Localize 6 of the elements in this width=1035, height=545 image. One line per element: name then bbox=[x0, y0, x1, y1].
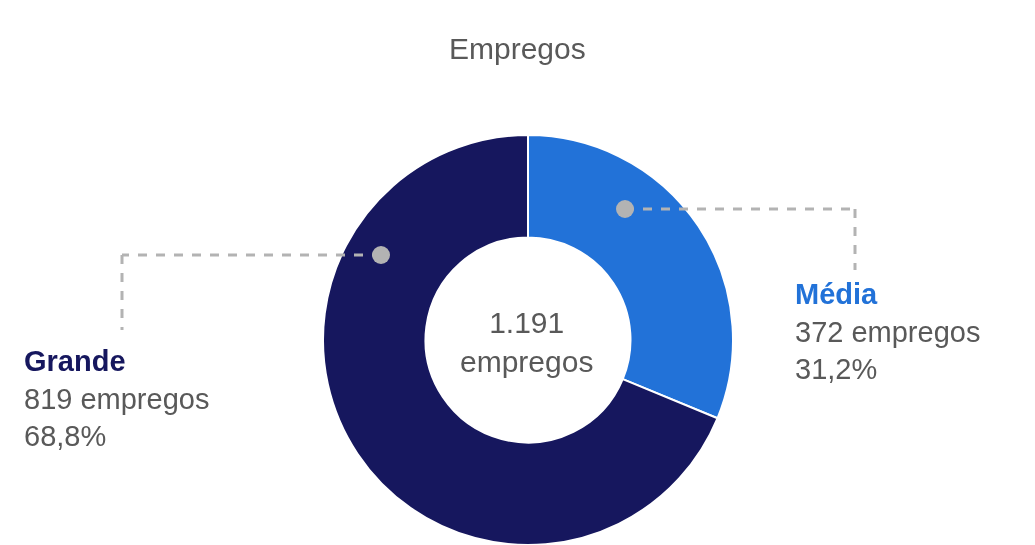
text: 1.191 empregos bbox=[460, 306, 594, 378]
slice-label: Grande bbox=[24, 345, 126, 377]
chart-title: Empregos bbox=[449, 32, 586, 65]
data-label: 372 empregos 31,2% bbox=[795, 315, 981, 386]
data-label: 819 empregos 68,8% bbox=[24, 382, 210, 453]
slice-label: Média bbox=[795, 278, 879, 310]
